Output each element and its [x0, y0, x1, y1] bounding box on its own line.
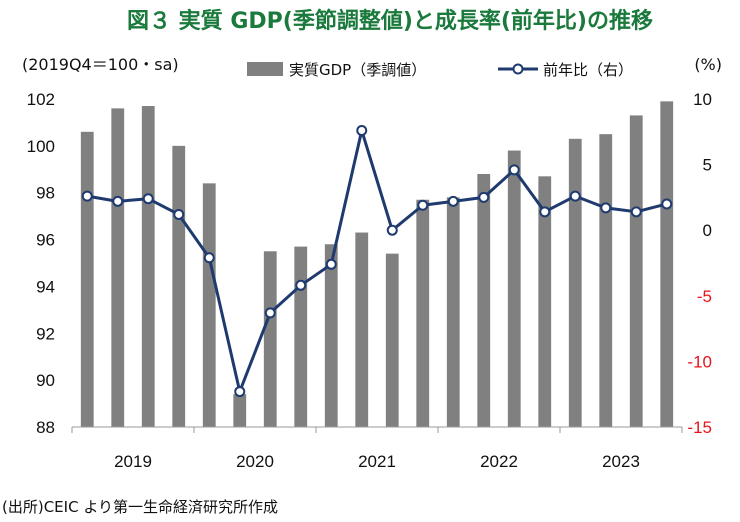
gdp-bar — [385, 253, 399, 427]
left-axis-tick-label: 92 — [36, 324, 55, 343]
legend: 実質GDP（季調値） 前年比（右） — [247, 61, 633, 79]
legend-line-label: 前年比（右） — [543, 61, 633, 79]
growth-rate-point — [661, 198, 673, 210]
growth-rate-line — [86, 128, 668, 394]
growth-rate-point — [173, 208, 185, 220]
right-axis-tick-label: -10 — [687, 352, 712, 371]
left-axis-tick-label: 88 — [36, 418, 55, 437]
x-axis-tick-label: 2020 — [236, 452, 274, 471]
right-axis-tick-label: -15 — [687, 418, 712, 437]
growth-rate-point — [112, 195, 124, 207]
gdp-bar — [599, 134, 613, 427]
legend-line-marker — [512, 63, 524, 75]
x-axis-tick-label: 2021 — [358, 452, 396, 471]
gdp-bar — [80, 131, 94, 428]
left-axis-tick-label: 96 — [36, 231, 55, 250]
gdp-bar — [294, 246, 308, 427]
left-axis-tick-label: 94 — [36, 277, 55, 296]
growth-rate-point — [447, 195, 459, 207]
gdp-bar — [477, 173, 491, 427]
right-axis-tick-label: 0 — [703, 221, 712, 240]
gdp-bar — [355, 232, 369, 427]
left-axis-unit-label: (2019Q4＝100・sa) — [22, 55, 179, 74]
growth-rate-point — [81, 190, 93, 202]
right-axis-unit-label: (%) — [694, 55, 722, 74]
plot-area: 88 90 92 94 96 98 100 102 -15 -10 -5 0 5 10 2019 2020 20… — [27, 90, 712, 471]
gdp-bar — [660, 101, 674, 427]
growth-rate-point — [264, 307, 276, 319]
gdp-bar — [172, 145, 186, 427]
gdp-bar — [233, 394, 247, 427]
growth-rate-point — [600, 202, 612, 214]
left-axis-tick-label: 102 — [27, 90, 55, 109]
gdp-bar — [141, 106, 155, 428]
gdp-bar — [202, 183, 216, 427]
growth-rate-point — [569, 190, 581, 202]
right-axis-tick-label: 10 — [693, 90, 712, 109]
left-axis-tick-label: 98 — [36, 184, 55, 203]
growth-rate-point — [356, 124, 368, 136]
legend-bar-swatch — [247, 62, 283, 76]
gdp-bar — [263, 251, 277, 427]
x-axis-tick-label: 2023 — [602, 452, 640, 471]
growth-rate-point — [539, 206, 551, 218]
left-axis-tick-label: 90 — [36, 371, 55, 390]
right-axis-tick-label: 5 — [703, 156, 712, 175]
growth-rate-point — [234, 386, 246, 398]
legend-bar-label: 実質GDP（季調値） — [289, 61, 426, 79]
growth-rate-point — [417, 199, 429, 211]
x-axis-tick-label: 2022 — [480, 452, 518, 471]
growth-rate-point — [295, 279, 307, 291]
gdp-bar — [538, 176, 552, 427]
left-axis-tick-label: 100 — [27, 137, 55, 156]
growth-rate-point — [203, 252, 215, 264]
growth-rate-point — [386, 224, 398, 236]
gdp-bar — [507, 150, 521, 428]
gdp-bar — [416, 199, 430, 427]
gdp-bar — [324, 244, 338, 427]
right-axis-tick-label: -5 — [697, 287, 712, 306]
growth-rate-point — [508, 164, 520, 176]
growth-rate-point — [142, 193, 154, 205]
source-note: (出所)CEIC より第一生命経済研究所作成 — [2, 498, 278, 516]
growth-rate-point — [478, 191, 490, 203]
x-axis-tick-label: 2019 — [114, 452, 152, 471]
chart-title: 図３ 実質 GDP(季節調整値)と成長率(前年比)の推移 — [127, 8, 653, 34]
gdp-bar — [568, 138, 582, 428]
gdp-bar — [629, 115, 643, 428]
growth-rate-point — [630, 206, 642, 218]
gdp-bar — [111, 108, 125, 427]
growth-rate-point — [325, 258, 337, 270]
gdp-bar — [446, 197, 460, 427]
